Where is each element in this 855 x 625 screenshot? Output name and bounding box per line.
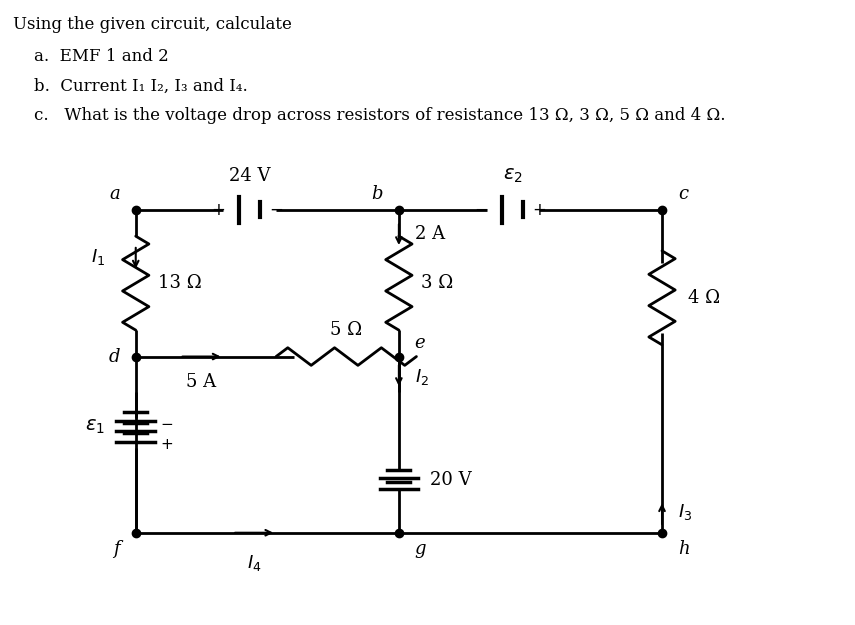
Text: $\varepsilon_1$: $\varepsilon_1$: [86, 418, 105, 436]
Text: 2 A: 2 A: [415, 226, 445, 243]
Text: $\varepsilon_2$: $\varepsilon_2$: [503, 167, 522, 185]
Text: c: c: [678, 184, 688, 203]
Text: f: f: [114, 540, 120, 558]
Text: c.   What is the voltage drop across resistors of resistance 13 Ω, 3 Ω, 5 Ω and : c. What is the voltage drop across resis…: [13, 107, 725, 124]
Text: d: d: [109, 348, 120, 366]
Text: b.  Current I₁ I₂, I₃ and I₄.: b. Current I₁ I₂, I₃ and I₄.: [13, 78, 248, 94]
Text: $I_4$: $I_4$: [247, 553, 262, 573]
Text: 4 Ω: 4 Ω: [688, 289, 721, 307]
Text: e: e: [415, 334, 425, 352]
Text: g: g: [415, 540, 426, 558]
Text: $I_1$: $I_1$: [91, 247, 105, 267]
Text: $I_2$: $I_2$: [415, 367, 428, 387]
Text: +: +: [532, 201, 546, 219]
Text: −: −: [160, 417, 173, 432]
Text: 5 Ω: 5 Ω: [330, 321, 363, 339]
Text: $I_3$: $I_3$: [678, 502, 692, 522]
Text: 13 Ω: 13 Ω: [157, 274, 202, 292]
Text: 5 A: 5 A: [186, 373, 216, 391]
Text: Using the given circuit, calculate: Using the given circuit, calculate: [13, 16, 292, 33]
Text: +: +: [160, 437, 173, 452]
Text: +: +: [211, 201, 225, 219]
Text: −: −: [269, 201, 283, 219]
Text: a.  EMF 1 and 2: a. EMF 1 and 2: [13, 48, 168, 65]
Text: a: a: [109, 184, 120, 203]
Text: 3 Ω: 3 Ω: [421, 274, 453, 292]
Text: b: b: [372, 184, 383, 203]
Text: −: −: [475, 201, 488, 219]
Text: 20 V: 20 V: [429, 471, 471, 489]
Text: h: h: [678, 540, 689, 558]
Text: 24 V: 24 V: [229, 167, 270, 185]
